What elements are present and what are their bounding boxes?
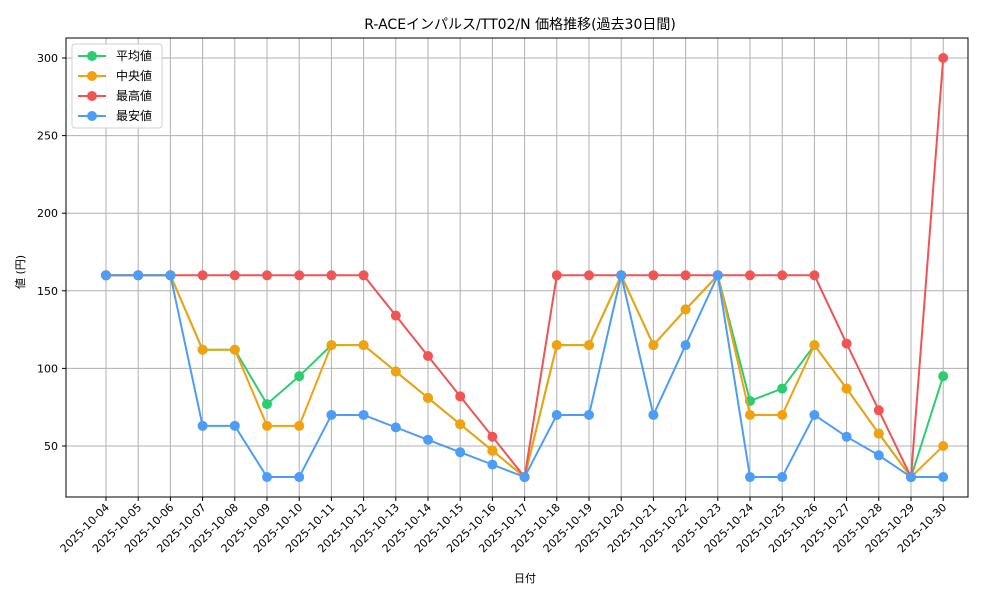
data-point bbox=[294, 472, 305, 483]
chart-title: R-ACEインパルス/TT02/N 価格推移(過去30日間) bbox=[364, 17, 676, 33]
data-point bbox=[873, 405, 884, 416]
svg-text:中央値: 中央値 bbox=[116, 68, 152, 83]
data-point bbox=[133, 270, 144, 281]
data-point bbox=[809, 409, 820, 420]
data-point bbox=[648, 340, 659, 351]
data-point bbox=[938, 472, 949, 483]
data-point bbox=[584, 409, 594, 420]
data-point bbox=[616, 270, 627, 281]
data-point bbox=[938, 441, 949, 451]
data-point bbox=[326, 409, 337, 420]
data-point bbox=[777, 472, 788, 483]
data-point bbox=[648, 409, 659, 420]
legend-item: 最高値 bbox=[78, 88, 152, 103]
data-point bbox=[680, 340, 691, 351]
data-point bbox=[841, 338, 852, 349]
data-point bbox=[841, 431, 852, 442]
data-point bbox=[906, 472, 916, 483]
data-point bbox=[358, 340, 369, 351]
y-tick-label: 50 bbox=[44, 440, 58, 453]
data-point bbox=[455, 419, 466, 430]
legend-item: 最安値 bbox=[78, 108, 152, 123]
y-tick-label: 250 bbox=[37, 130, 58, 143]
data-point bbox=[262, 270, 272, 281]
data-point bbox=[648, 270, 659, 281]
series-lines bbox=[101, 53, 949, 483]
svg-text:最安値: 最安値 bbox=[116, 108, 152, 123]
grid-lines bbox=[66, 38, 968, 497]
data-point bbox=[745, 270, 755, 281]
y-tick-label: 150 bbox=[37, 285, 58, 298]
y-tick-label: 100 bbox=[37, 362, 58, 375]
data-point bbox=[455, 447, 466, 458]
data-point bbox=[423, 350, 433, 361]
data-point bbox=[777, 270, 788, 281]
data-point bbox=[873, 450, 884, 461]
plot-frame bbox=[65, 37, 969, 498]
data-point bbox=[262, 399, 272, 410]
x-axis-label: 日付 bbox=[514, 572, 536, 585]
legend-item: 中央値 bbox=[78, 68, 152, 83]
data-point bbox=[680, 270, 691, 281]
data-point bbox=[712, 270, 723, 281]
data-point bbox=[777, 409, 788, 420]
data-point bbox=[326, 270, 337, 281]
data-point bbox=[390, 310, 401, 321]
data-point bbox=[197, 270, 208, 281]
data-point bbox=[390, 366, 401, 377]
svg-text:最高値: 最高値 bbox=[116, 88, 152, 103]
x-axis-ticks: 2025-10-042025-10-052025-10-062025-10-07… bbox=[58, 497, 949, 555]
data-point bbox=[423, 392, 433, 403]
data-point bbox=[938, 53, 949, 63]
y-tick-label: 200 bbox=[37, 207, 58, 220]
data-point bbox=[165, 270, 176, 281]
data-point bbox=[455, 391, 466, 402]
data-point bbox=[938, 371, 949, 382]
data-point bbox=[294, 420, 305, 431]
data-point bbox=[745, 472, 755, 483]
data-point bbox=[519, 472, 530, 483]
y-tick-label: 300 bbox=[37, 52, 58, 65]
data-point bbox=[326, 340, 337, 351]
data-point bbox=[358, 270, 369, 281]
data-point bbox=[487, 445, 498, 456]
y-axis-label: 値 (円) bbox=[14, 255, 27, 289]
data-point bbox=[551, 270, 562, 281]
data-point bbox=[390, 422, 401, 433]
data-point bbox=[423, 434, 433, 445]
data-point bbox=[262, 472, 272, 483]
data-point bbox=[229, 344, 240, 355]
data-point bbox=[551, 340, 562, 351]
data-point bbox=[777, 383, 788, 394]
data-point bbox=[841, 383, 852, 394]
data-point bbox=[262, 420, 272, 431]
svg-text:平均値: 平均値 bbox=[116, 48, 152, 63]
data-point bbox=[551, 409, 562, 420]
data-point bbox=[487, 459, 498, 470]
legend-item: 平均値 bbox=[78, 48, 152, 63]
data-point bbox=[101, 270, 111, 281]
data-point bbox=[809, 270, 820, 281]
data-point bbox=[229, 270, 240, 281]
data-point bbox=[584, 340, 594, 351]
data-point bbox=[873, 428, 884, 439]
data-point bbox=[358, 409, 369, 420]
data-point bbox=[294, 270, 305, 281]
data-point bbox=[197, 344, 208, 355]
series-line bbox=[101, 270, 949, 483]
data-point bbox=[197, 420, 208, 431]
data-point bbox=[584, 270, 594, 281]
y-axis-ticks: 50 100 150 200 250 300 bbox=[37, 52, 66, 453]
data-point bbox=[745, 409, 755, 420]
data-point bbox=[487, 431, 498, 442]
data-point bbox=[294, 371, 305, 382]
data-point bbox=[680, 304, 691, 315]
data-point bbox=[229, 420, 240, 431]
data-point bbox=[809, 340, 820, 351]
